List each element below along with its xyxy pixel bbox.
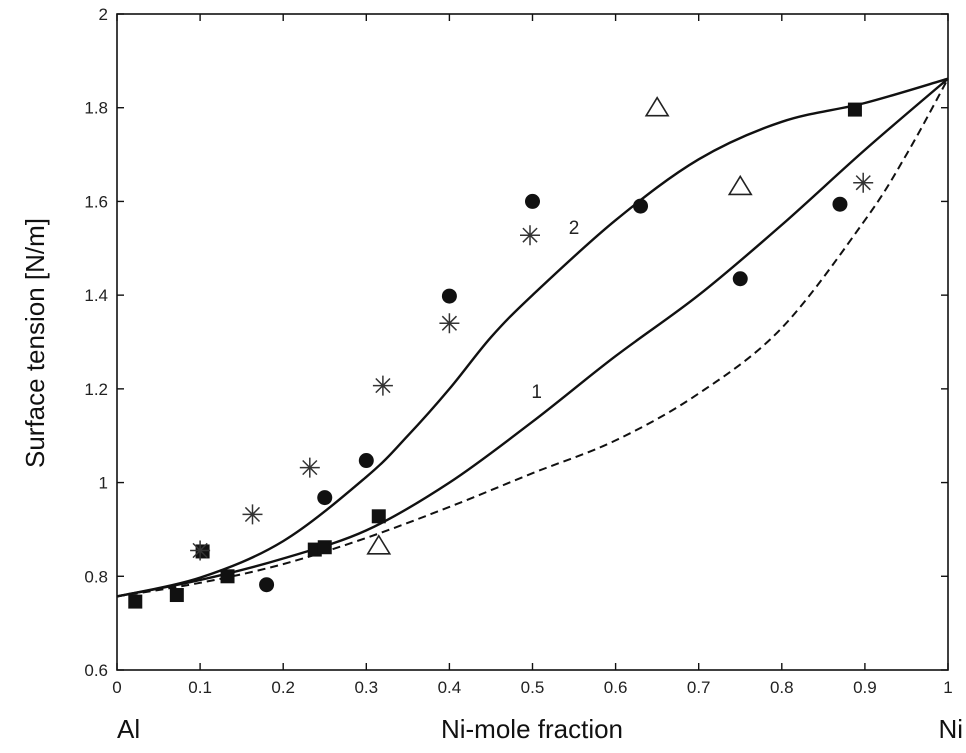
y-axis-title: Surface tension [N/m]	[20, 218, 50, 468]
x-tick-label: 1	[943, 678, 952, 697]
asterisk-point	[853, 172, 874, 193]
asterisk-point	[372, 375, 393, 396]
y-tick-label: 1.6	[84, 192, 108, 211]
x-tick-label: 0.1	[188, 678, 212, 697]
circle-point	[732, 271, 748, 287]
asterisk-point	[520, 225, 540, 246]
circle-point	[832, 196, 848, 212]
square-point	[169, 588, 184, 603]
x-tick-label: 0.7	[687, 678, 711, 697]
x-tick-label: 0.6	[604, 678, 628, 697]
triangle-point	[366, 534, 392, 555]
curve-label-2: 2	[569, 218, 580, 239]
x-tick-label: 0.9	[853, 678, 877, 697]
dashed-curve	[116, 78, 949, 598]
y-tick-label: 1.8	[84, 99, 108, 118]
square-point	[128, 594, 143, 609]
asterisk-point	[190, 540, 211, 561]
circle-point	[525, 193, 540, 209]
x-tick-label: 0.2	[271, 678, 295, 697]
asterisk-point	[242, 504, 263, 525]
y-tick-label: 1	[99, 474, 108, 493]
x-tick-label: 0.4	[438, 678, 462, 697]
asterisk-point	[439, 313, 460, 334]
asterisk-point	[299, 457, 320, 478]
circle-point	[633, 198, 649, 214]
square-point	[847, 102, 862, 117]
curve-1	[116, 77, 949, 598]
y-tick-label: 2	[99, 5, 108, 24]
square-point	[317, 540, 332, 555]
y-tick-label: 1.4	[84, 286, 108, 305]
x-tick-label: 0.8	[770, 678, 794, 697]
x-tick-label: 0	[112, 678, 121, 697]
circle-point	[441, 288, 457, 304]
curve-label-1: 1	[531, 382, 542, 403]
square-point	[195, 544, 210, 559]
y-tick-label: 0.8	[84, 567, 108, 586]
y-tick-label: 1.2	[84, 380, 108, 399]
square-point	[220, 569, 235, 584]
x-axis-title: Ni-mole fraction	[441, 714, 623, 744]
circle-point	[317, 490, 333, 506]
triangle-point	[644, 96, 670, 117]
x-tick-label: 0.5	[521, 678, 545, 697]
y-tick-label: 0.6	[84, 661, 108, 680]
x-end-label-al: Al	[117, 714, 140, 744]
x-end-label-ni: Ni	[938, 714, 963, 744]
x-tick-label: 0.3	[354, 678, 378, 697]
square-point	[371, 509, 386, 524]
triangle-point	[727, 174, 753, 196]
circle-point	[358, 453, 374, 469]
curve-2	[116, 77, 949, 598]
plot-area: 0 0.1 0.2 0.3 0.4 0.5 0.6 0.7 0.8 0.9 1 0.6 0.8 1 1.2 1…	[84, 5, 952, 697]
circle-point	[259, 577, 275, 593]
